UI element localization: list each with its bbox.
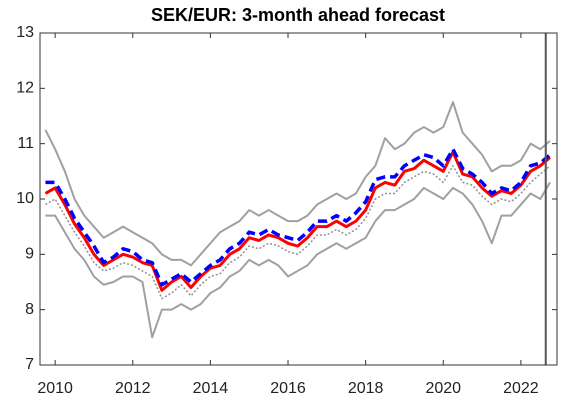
series-line — [45, 147, 552, 287]
x-tick-label: 2014 — [193, 380, 229, 397]
x-tick-label: 2016 — [270, 380, 306, 397]
y-tick-label: 13 — [16, 24, 34, 41]
series-line — [45, 181, 551, 339]
x-tick-label: 2020 — [425, 380, 461, 397]
y-tick-label: 9 — [25, 246, 34, 263]
y-tick-label: 7 — [25, 356, 34, 373]
x-tick-label: 2010 — [37, 380, 73, 397]
x-tick-label: 2012 — [115, 380, 151, 397]
y-tick-label: 11 — [17, 135, 34, 152]
series-line — [44, 101, 551, 267]
x-tick-label: 2018 — [348, 380, 384, 397]
plot-frame — [39, 32, 558, 366]
y-tick-label: 12 — [16, 80, 34, 97]
x-tick-label: 2022 — [503, 380, 539, 397]
chart-title: SEK/EUR: 3-month ahead forecast — [151, 5, 445, 25]
y-tick-label: 10 — [16, 190, 34, 207]
series-line — [44, 150, 551, 292]
series-line — [45, 165, 551, 300]
y-tick-label: 8 — [25, 301, 34, 318]
